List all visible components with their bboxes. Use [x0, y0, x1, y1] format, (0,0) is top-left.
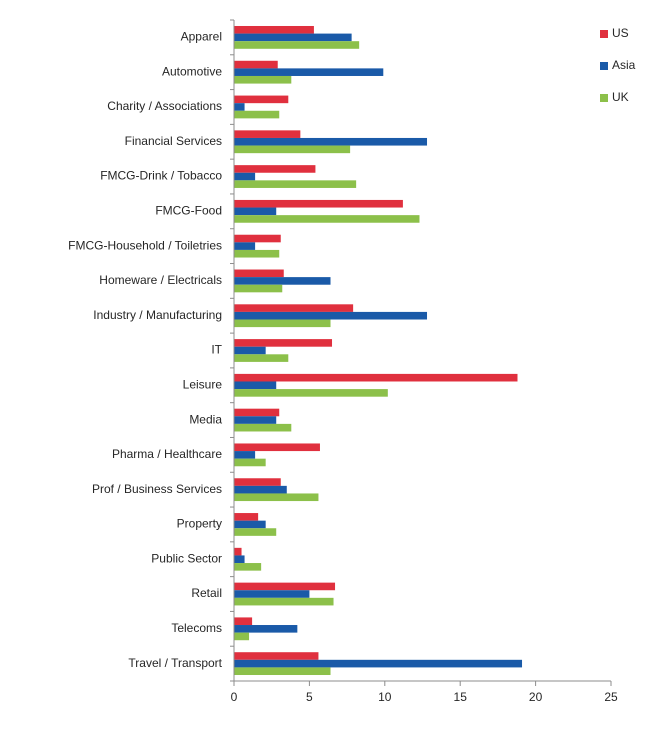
- bar-asia-15: [234, 520, 266, 529]
- legend-swatch-us: [600, 30, 608, 38]
- bar-uk-14: [234, 493, 319, 502]
- legend-swatch-uk: [600, 94, 608, 102]
- x-tick-label: 15: [454, 690, 468, 704]
- bar-asia-12: [234, 416, 277, 424]
- category-label: Public Sector: [151, 551, 222, 565]
- category-label: Telecoms: [171, 621, 222, 635]
- bar-us-15: [234, 513, 259, 521]
- bar-us-18: [234, 617, 253, 626]
- bar-asia-13: [234, 451, 256, 459]
- bar-us-2: [234, 60, 278, 69]
- bar-us-19: [234, 652, 319, 660]
- legend-swatch-asia: [600, 62, 608, 70]
- bar-asia-6: [234, 207, 277, 216]
- category-label: Automotive: [162, 64, 222, 78]
- bar-uk-6: [234, 215, 420, 223]
- bar-us-13: [234, 443, 320, 452]
- bar-uk-17: [234, 597, 334, 606]
- bar-uk-18: [234, 632, 250, 641]
- bar-asia-5: [234, 172, 256, 181]
- category-label: Industry / Manufacturing: [93, 308, 222, 322]
- category-label: FMCG-Food: [155, 204, 222, 218]
- bar-uk-3: [234, 110, 280, 119]
- category-label: Apparel: [181, 30, 222, 44]
- category-label: Financial Services: [125, 134, 222, 148]
- bar-asia-18: [234, 625, 298, 633]
- bar-us-6: [234, 199, 403, 208]
- category-label: Property: [177, 517, 222, 531]
- category-label: Charity / Associations: [107, 99, 222, 113]
- bar-uk-11: [234, 389, 388, 397]
- x-tick-label: 5: [306, 690, 313, 704]
- bar-asia-17: [234, 590, 310, 598]
- category-label: Pharma / Healthcare: [112, 447, 222, 461]
- bar-asia-11: [234, 381, 277, 390]
- bar-uk-13: [234, 458, 266, 467]
- bar-uk-9: [234, 319, 331, 328]
- category-label: Media: [189, 412, 222, 426]
- category-label: Leisure: [183, 377, 223, 391]
- x-tick-label: 0: [231, 690, 238, 704]
- bar-asia-2: [234, 68, 384, 76]
- category-label: Homeware / Electricals: [99, 273, 222, 287]
- x-tick-label: 10: [378, 690, 392, 704]
- bar-uk-16: [234, 563, 262, 571]
- bar-uk-12: [234, 423, 292, 432]
- bar-asia-7: [234, 242, 256, 250]
- bar-us-9: [234, 304, 354, 312]
- bar-us-7: [234, 234, 281, 243]
- bar-uk-5: [234, 180, 357, 188]
- bar-uk-8: [234, 284, 283, 293]
- bar-us-11: [234, 373, 518, 382]
- legend-label-uk: UK: [612, 90, 629, 104]
- legend-label-asia: Asia: [612, 58, 636, 72]
- bar-us-8: [234, 269, 284, 278]
- category-label: IT: [211, 343, 222, 357]
- legend-label-us: US: [612, 26, 629, 40]
- bar-asia-19: [234, 659, 523, 668]
- bar-us-1: [234, 25, 314, 34]
- bar-asia-10: [234, 346, 266, 355]
- bar-us-10: [234, 339, 333, 347]
- bar-asia-4: [234, 137, 428, 146]
- category-label: Retail: [191, 586, 222, 600]
- bar-asia-8: [234, 277, 331, 285]
- category-label: Prof / Business Services: [92, 482, 222, 496]
- bar-uk-1: [234, 41, 360, 49]
- bar-uk-2: [234, 75, 292, 84]
- category-label: FMCG-Household / Toiletries: [68, 238, 222, 252]
- bar-us-4: [234, 130, 301, 138]
- bar-asia-1: [234, 33, 352, 42]
- bar-asia-9: [234, 311, 428, 320]
- bar-us-14: [234, 478, 281, 486]
- bar-uk-15: [234, 528, 277, 536]
- bar-uk-10: [234, 354, 289, 362]
- bar-uk-19: [234, 667, 331, 676]
- x-tick-label: 20: [529, 690, 543, 704]
- category-label: FMCG-Drink / Tobacco: [100, 169, 222, 183]
- bar-uk-4: [234, 145, 351, 154]
- x-tick-label: 25: [604, 690, 618, 704]
- bar-us-3: [234, 95, 289, 104]
- bar-asia-3: [234, 103, 245, 111]
- bar-us-12: [234, 408, 280, 417]
- bar-uk-7: [234, 249, 280, 258]
- category-label: Travel / Transport: [128, 656, 222, 670]
- bar-asia-14: [234, 485, 287, 494]
- bar-us-16: [234, 547, 242, 556]
- bar-asia-16: [234, 555, 245, 564]
- bar-us-5: [234, 165, 316, 173]
- bar-us-17: [234, 582, 336, 591]
